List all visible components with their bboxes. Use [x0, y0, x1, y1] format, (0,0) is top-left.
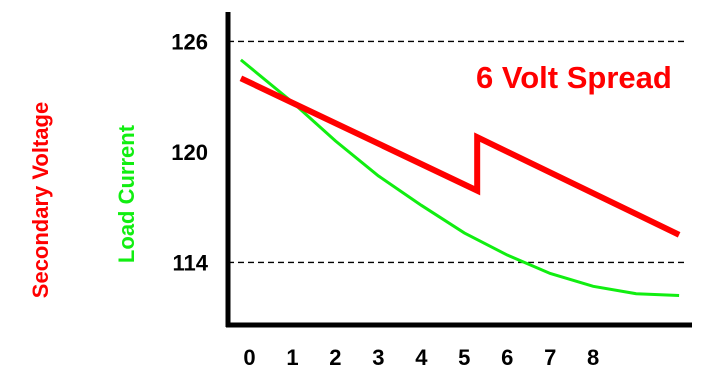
x-tick-label-7: 7: [544, 345, 556, 370]
series-line-secondary-voltage: [239, 75, 681, 238]
x-tick-label-2: 2: [329, 345, 341, 370]
x-tick-label-5: 5: [458, 345, 470, 370]
series-layer: [239, 58, 681, 298]
y-tick-label-114: 114: [173, 250, 209, 275]
series-line-load-current: [239, 58, 680, 298]
y-axis-label-secondary-voltage: Secondary Voltage: [28, 102, 53, 298]
y-tick-labels: 126 120 114: [171, 29, 208, 275]
y-axis-label-load-current: Load Current: [114, 124, 139, 263]
y-tick-label-120: 120: [171, 140, 208, 165]
y-tick-label-126: 126: [171, 29, 208, 54]
x-tick-label-3: 3: [372, 345, 384, 370]
x-tick-label-0: 0: [243, 345, 255, 370]
x-tick-label-8: 8: [587, 345, 599, 370]
x-tick-label-4: 4: [415, 345, 428, 370]
x-tick-labels: 0 1 2 3 4 5 6 7 8: [243, 345, 599, 370]
annotation-label: 6 Volt Spread: [476, 60, 672, 95]
reference-lines: [228, 40, 688, 264]
x-tick-label-6: 6: [501, 345, 513, 370]
x-tick-label-1: 1: [286, 345, 298, 370]
